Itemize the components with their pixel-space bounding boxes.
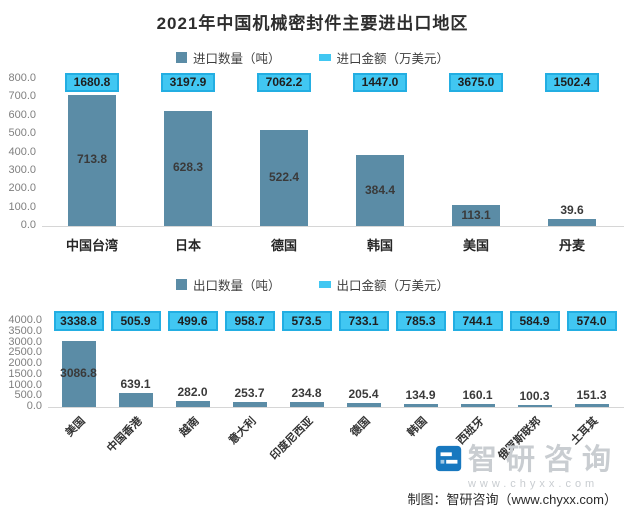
amount-label: 958.7 — [224, 311, 275, 331]
watermark-text: 智研咨询 www.chyxx.com — [468, 443, 620, 490]
bar — [61, 340, 96, 407]
bar — [574, 403, 609, 407]
bar — [517, 404, 552, 407]
amount-label: 785.3 — [395, 311, 446, 331]
y-axis-tick-label: 1000.0 — [8, 378, 42, 391]
bar — [175, 400, 210, 407]
bar — [68, 94, 116, 226]
chart-title: 2021年中国机械密封件主要进出口地区 — [156, 14, 469, 33]
x-axis-label: 日本 — [174, 238, 201, 253]
legend-item: 出口数量（吨） — [175, 275, 281, 294]
bar-value-label: 628.3 — [172, 160, 204, 175]
bar — [356, 155, 404, 226]
amount-label: 744.1 — [452, 311, 503, 331]
watermark-brand: 智研咨询 — [467, 444, 620, 476]
y-axis-tick-label: 500.0 — [8, 127, 36, 140]
bar-value-label: 134.9 — [405, 388, 436, 403]
bar-value-label: 234.8 — [291, 385, 322, 400]
watermark: 智研咨询 www.chyxx.com — [434, 443, 620, 490]
legend-label: 进口金额（万美元） — [336, 52, 450, 66]
y-axis-tick-label: 4000.0 — [8, 314, 42, 326]
bar — [118, 393, 153, 407]
amount-label: 505.9 — [110, 311, 161, 331]
bar-value-label: 151.3 — [576, 387, 607, 402]
legend-label: 进口数量（吨） — [192, 52, 281, 66]
watermark-url: www.chyxx.com — [467, 478, 599, 490]
bar-value-label: 3086.8 — [60, 365, 97, 380]
bar — [548, 218, 596, 226]
x-axis-label: 德国 — [270, 238, 297, 253]
bar-value-label: 384.4 — [364, 182, 396, 197]
x-axis-label: 韩国 — [366, 238, 393, 253]
y-axis-tick-label: 2000.0 — [8, 357, 42, 369]
x-axis-label: 丹麦 — [558, 238, 585, 253]
bar — [403, 404, 438, 407]
amount-label: 584.9 — [509, 311, 560, 331]
y-axis-tick-label: 3000.0 — [8, 335, 42, 348]
legend-item: 出口金额（万美元） — [318, 275, 450, 294]
x-axis-line — [42, 226, 624, 227]
amount-label: 733.1 — [338, 311, 389, 331]
y-axis-tick-label: 800.0 — [8, 72, 36, 84]
legend-label: 出口金额（万美元） — [336, 279, 450, 293]
bar-value-label: 253.7 — [234, 385, 265, 400]
bar-value-label: 205.4 — [348, 386, 379, 401]
bar-value-label: 713.8 — [76, 152, 108, 167]
bar — [460, 403, 495, 407]
amount-label: 574.0 — [566, 311, 617, 331]
y-axis-tick-label: 200.0 — [8, 182, 36, 195]
bar-value-label: 522.4 — [268, 170, 300, 184]
bar-value-label: 39.6 — [560, 202, 584, 217]
y-axis-tick-label: 0.0 — [20, 219, 36, 231]
y-axis-tick-label: 500.0 — [14, 389, 42, 402]
y-axis-tick-label: 1500.0 — [8, 367, 42, 380]
bar — [232, 401, 267, 407]
y-axis-tick-label: 700.0 — [8, 90, 36, 103]
y-axis-tick-label: 0.0 — [26, 400, 42, 412]
bar-value-label: 282.0 — [177, 384, 208, 399]
x-axis-label: 美国 — [462, 238, 489, 253]
amount-label: 3197.9 — [161, 73, 215, 92]
bar-value-label: 639.1 — [120, 377, 151, 392]
x-axis-label: 中国台湾 — [65, 238, 118, 253]
amount-label: 3675.0 — [449, 73, 503, 92]
amount-label: 1447.0 — [353, 73, 407, 92]
amount-label: 1680.8 — [65, 73, 119, 92]
y-axis-tick-label: 400.0 — [8, 145, 36, 158]
import-legend: 进口数量（吨） 进口金额（万美元） — [0, 48, 625, 67]
amount-label: 573.5 — [281, 311, 332, 331]
bar-value-label: 160.1 — [462, 387, 493, 402]
bar-value-label: 100.3 — [519, 388, 550, 403]
bar — [289, 401, 324, 407]
legend-label: 出口数量（吨） — [192, 279, 281, 293]
amount-label: 499.6 — [167, 311, 218, 331]
amount-series-swatch — [318, 281, 331, 288]
bar — [346, 402, 381, 407]
bar — [164, 110, 212, 226]
y-axis-tick-label: 600.0 — [8, 108, 36, 121]
y-axis-tick-label: 300.0 — [8, 163, 36, 176]
quantity-series-swatch — [175, 52, 187, 63]
amount-label: 7062.2 — [257, 73, 311, 92]
bar-value-label: 113.1 — [461, 207, 491, 222]
y-axis-tick-label: 3500.0 — [8, 324, 42, 337]
bar — [260, 130, 308, 226]
amount-label: 3338.8 — [53, 311, 104, 331]
legend-item: 进口数量（吨） — [175, 48, 281, 67]
zhiyan-logo-icon — [434, 443, 464, 478]
amount-label: 1502.4 — [545, 73, 599, 92]
amount-series-swatch — [318, 54, 331, 61]
quantity-series-swatch — [175, 279, 187, 290]
credit-line: 制图：智研咨询（www.chyxx.com） — [407, 492, 617, 507]
export-legend: 出口数量（吨） 出口金额（万美元） — [0, 275, 625, 294]
x-axis-line — [48, 407, 624, 408]
legend-item: 进口金额（万美元） — [318, 48, 450, 67]
y-axis-tick-label: 100.0 — [8, 200, 36, 213]
y-axis-tick-label: 2500.0 — [8, 346, 42, 359]
bar — [452, 205, 500, 226]
